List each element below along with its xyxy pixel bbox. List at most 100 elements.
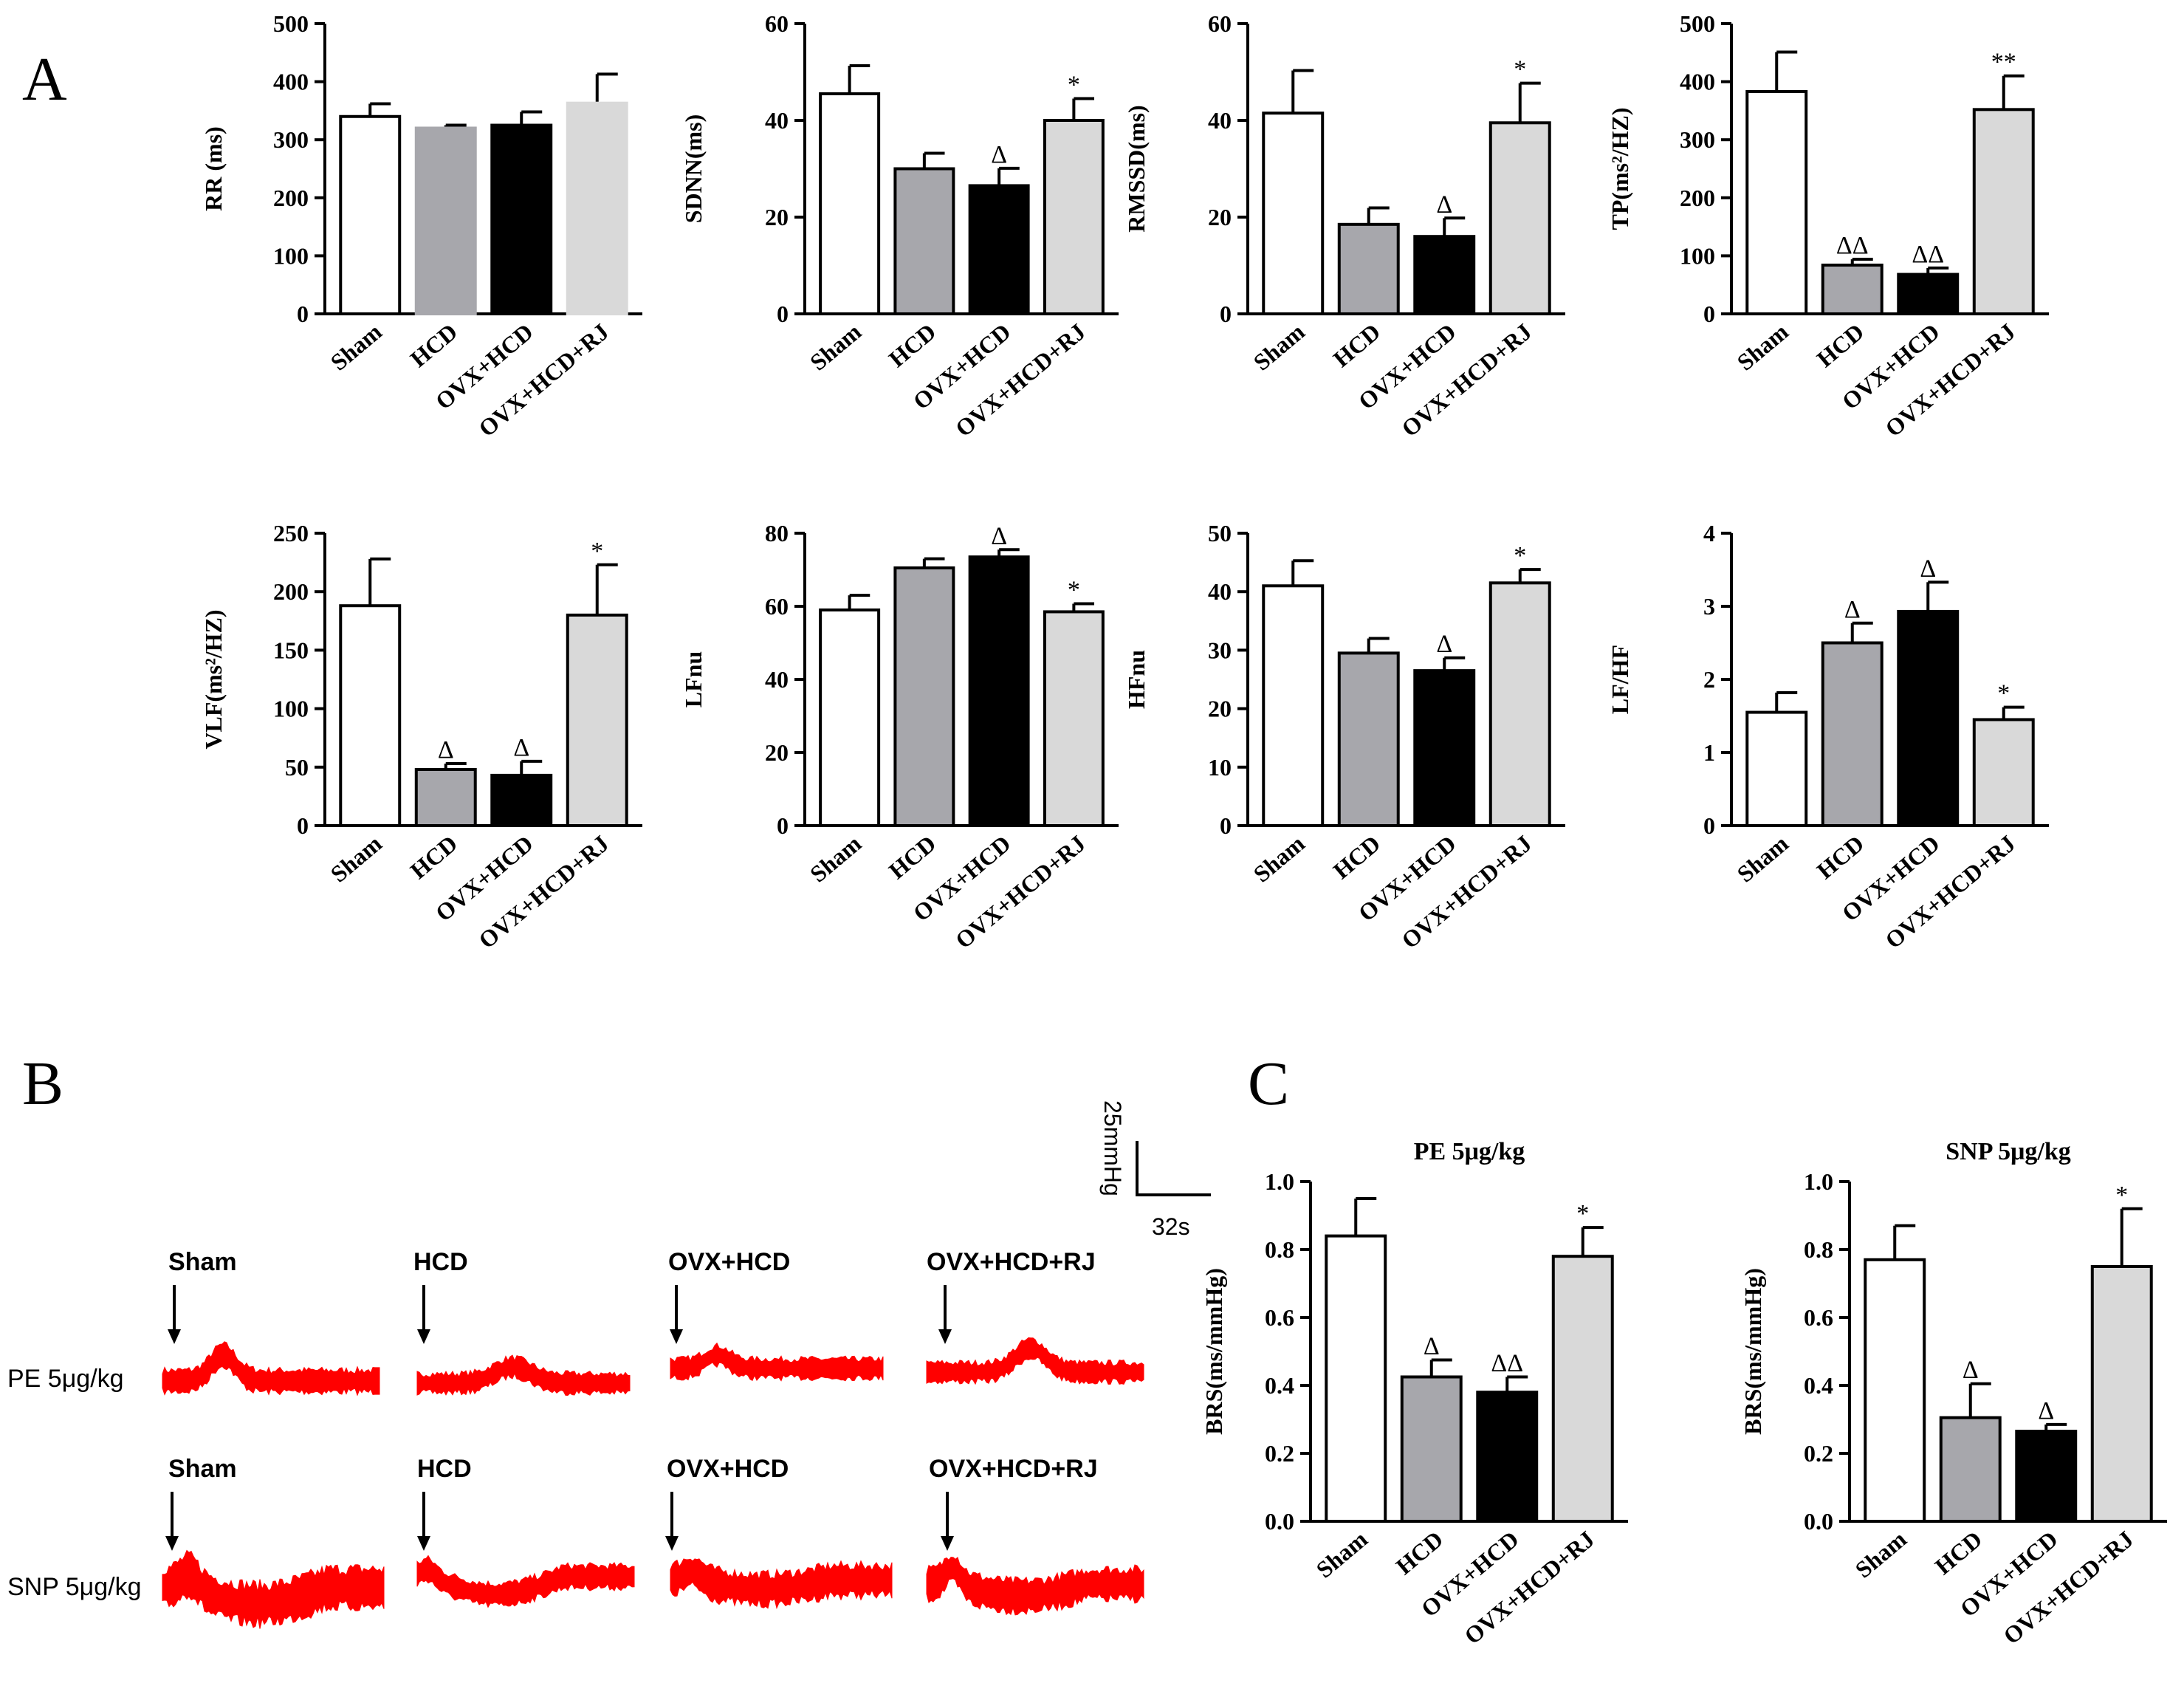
bp-trace	[670, 1558, 893, 1610]
y-tick-label: 100	[273, 242, 309, 269]
y-tick-label: 100	[1680, 242, 1715, 269]
y-tick-label: 60	[1208, 10, 1232, 37]
y-tick-label: 2	[1703, 666, 1715, 693]
x-tick-label: OVX+HCD+RJ	[473, 318, 614, 442]
y-tick-label: 0	[1703, 301, 1715, 327]
significance-marker: *	[591, 538, 603, 565]
y-axis-label: BRS(ms/mmHg)	[1740, 1268, 1766, 1435]
significance-marker: *	[1514, 56, 1526, 83]
x-tick-label: Sham	[1249, 318, 1310, 376]
x-tick-label: HCD	[1930, 1526, 1988, 1580]
x-tick-label: Sham	[805, 318, 866, 376]
x-tick-label: Sham	[1850, 1526, 1912, 1583]
bar-sham	[339, 114, 402, 315]
bar-hcd	[893, 566, 955, 828]
bar-ovx-hcd-rj	[566, 613, 628, 827]
panel-label-b: B	[22, 1049, 63, 1118]
y-tick-label: 50	[1208, 520, 1232, 546]
y-tick-label: 20	[1208, 696, 1232, 722]
bar-ovx-hcd-rj	[1488, 581, 1551, 827]
injection-arrow-head	[417, 1329, 430, 1344]
y-tick-label: 0.0	[1804, 1508, 1833, 1535]
bar-ovx-hcd	[1413, 669, 1476, 827]
y-tick-label: 500	[1680, 10, 1715, 37]
y-tick-label: 10	[1208, 754, 1232, 781]
x-tick-label: HCD	[1328, 318, 1386, 372]
significance-marker: ΔΔ	[1836, 232, 1869, 259]
significance-marker: Δ	[991, 522, 1007, 549]
y-tick-label: 500	[273, 10, 309, 37]
y-tick-label: 0	[1220, 812, 1232, 839]
bp-trace	[670, 1342, 884, 1382]
injection-arrow-head	[417, 1536, 430, 1551]
y-tick-label: 0.8	[1265, 1236, 1294, 1263]
y-tick-label: 0.2	[1265, 1440, 1294, 1467]
trace-group-label: OVX+HCD	[668, 1248, 790, 1276]
bar-ovx-hcd-rj	[1972, 718, 2035, 828]
y-tick-label: 0	[297, 812, 309, 839]
injection-arrow-head	[670, 1329, 683, 1344]
y-axis-label: RR (ms)	[200, 126, 227, 211]
significance-marker: *	[1576, 1200, 1589, 1227]
significance-marker: Δ	[513, 734, 529, 761]
y-tick-label: 0.2	[1804, 1440, 1833, 1467]
x-tick-label: OVX+HCD+RJ	[1998, 1526, 2138, 1650]
y-tick-label: 0.4	[1804, 1372, 1833, 1399]
y-tick-label: 20	[765, 739, 789, 766]
y-tick-label: 0	[297, 301, 309, 327]
y-tick-label: 40	[1208, 107, 1232, 134]
chart-title: SNP 5μg/kg	[1946, 1138, 2071, 1165]
y-tick-label: 1	[1703, 739, 1715, 766]
bar-ovx-hcd-rj	[1488, 121, 1551, 315]
bp-trace	[416, 1354, 631, 1396]
bar-hcd	[1337, 651, 1400, 827]
y-tick-label: 250	[273, 520, 309, 546]
y-axis-label: LF/HF	[1607, 645, 1633, 714]
bar-ovx-hcd	[968, 184, 1030, 315]
y-tick-label: 200	[273, 185, 309, 211]
x-tick-label: HCD	[405, 318, 463, 372]
significance-marker: ΔΔ	[1491, 1350, 1523, 1377]
bar-ovx-hcd	[1476, 1391, 1539, 1523]
y-axis-label: HFnu	[1123, 650, 1150, 709]
significance-marker: Δ	[2038, 1397, 2054, 1425]
y-tick-label: 60	[765, 593, 789, 620]
bar-ovx-hcd-rj	[566, 101, 628, 315]
trace-group-label: OVX+HCD+RJ	[927, 1248, 1096, 1276]
y-tick-label: 0.4	[1265, 1372, 1294, 1399]
significance-marker: *	[1068, 577, 1080, 604]
significance-marker: Δ	[1844, 596, 1861, 623]
chart-brs_pe: 0.0 0.2 0.4 0.6 0.8 1.0 BRS(ms/mmHg) PE 5μg/kg S…	[1201, 1138, 1628, 1649]
y-tick-label: 0.8	[1804, 1236, 1833, 1263]
y-tick-label: 40	[765, 666, 789, 693]
y-tick-label: 100	[273, 696, 309, 722]
x-tick-label: OVX+HCD+RJ	[1880, 830, 2020, 954]
bar-hcd	[414, 767, 477, 828]
y-tick-label: 4	[1703, 520, 1715, 546]
y-tick-label: 400	[273, 69, 309, 95]
y-tick-label: 300	[1680, 126, 1715, 153]
bar-sham	[1745, 710, 1808, 827]
significance-marker: Δ	[1920, 555, 1936, 582]
bar-sham	[1262, 584, 1325, 828]
bp-traces	[162, 1285, 1144, 1629]
y-tick-label: 20	[1208, 204, 1232, 230]
bar-ovx-hcd-rj	[1972, 108, 2035, 315]
trace-row-label-snp: SNP 5μg/kg	[7, 1573, 142, 1601]
bp-trace	[926, 1557, 1144, 1616]
y-tick-label: 30	[1208, 637, 1232, 663]
x-tick-label: OVX+HCD+RJ	[1396, 830, 1536, 954]
significance-marker: ΔΔ	[1912, 241, 1944, 268]
significance-marker: Δ	[1962, 1357, 1979, 1384]
panel-label-a: A	[22, 45, 67, 114]
x-tick-label: Sham	[1732, 830, 1793, 888]
bar-sham	[1325, 1234, 1387, 1523]
bar-sham	[819, 608, 881, 827]
bar-sham	[819, 92, 881, 315]
significance-marker: Δ	[1436, 191, 1452, 218]
trace-group-label: Sham	[168, 1248, 237, 1276]
